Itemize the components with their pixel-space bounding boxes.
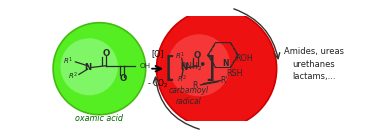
Text: carbamoyl
radical: carbamoyl radical — [169, 86, 209, 106]
Text: Amides, ureas
urethanes
lactams,...: Amides, ureas urethanes lactams,... — [284, 47, 344, 81]
Ellipse shape — [60, 38, 118, 95]
Text: RSH: RSH — [226, 69, 242, 78]
Text: ]: ] — [204, 55, 215, 83]
Text: $R^2$: $R^2$ — [177, 74, 187, 85]
Text: - CO$_2$: - CO$_2$ — [147, 77, 168, 90]
Text: OH: OH — [140, 63, 151, 69]
Text: O: O — [120, 74, 127, 83]
Text: $R^1$: $R^1$ — [175, 50, 185, 62]
Text: [: [ — [165, 55, 176, 83]
Text: oxamic acid: oxamic acid — [75, 114, 123, 123]
Text: R': R' — [221, 76, 228, 85]
Text: [O]: [O] — [151, 50, 164, 58]
Text: O: O — [102, 49, 110, 58]
Text: •: • — [198, 59, 205, 72]
Ellipse shape — [168, 34, 230, 96]
Text: N: N — [84, 63, 91, 72]
Text: N: N — [180, 63, 187, 72]
Ellipse shape — [156, 9, 277, 128]
Ellipse shape — [53, 23, 146, 115]
Text: RNH$_2$: RNH$_2$ — [180, 61, 203, 73]
Text: N: N — [223, 59, 229, 68]
Text: $R^2$: $R^2$ — [68, 71, 78, 82]
Text: R: R — [192, 81, 198, 90]
Text: O: O — [194, 51, 201, 60]
Text: $R^1$: $R^1$ — [63, 55, 73, 67]
Text: ROH: ROH — [235, 54, 253, 63]
